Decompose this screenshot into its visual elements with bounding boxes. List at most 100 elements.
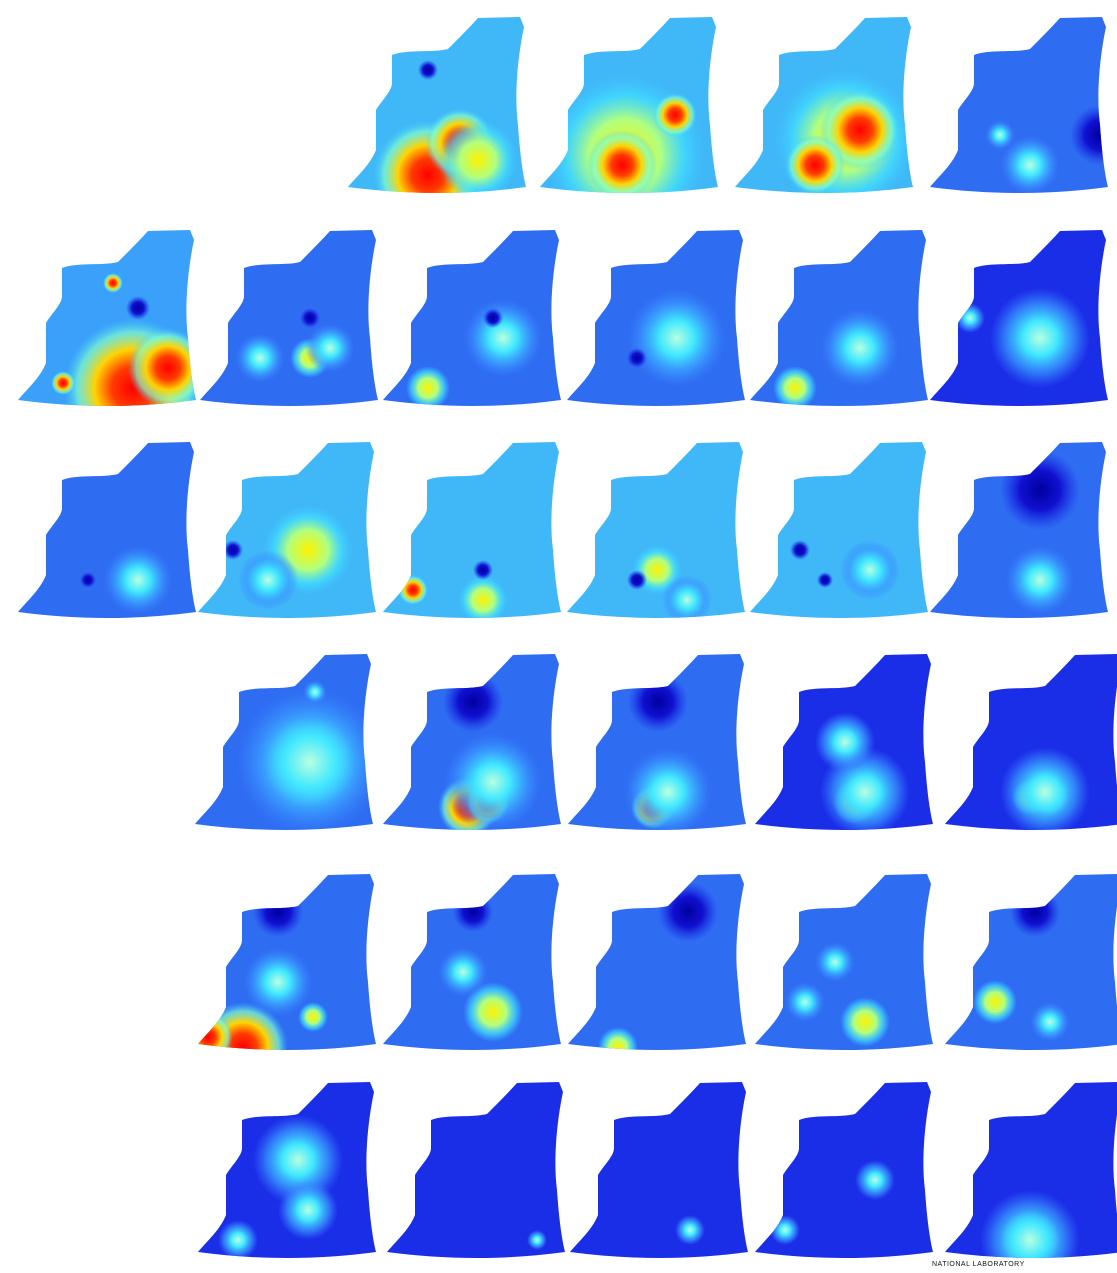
date-label: 6/20/2017	[218, 0, 272, 3]
map-fill	[750, 228, 930, 410]
map-fill	[200, 228, 380, 410]
map-blob	[418, 60, 438, 80]
map-blob	[218, 1220, 258, 1260]
map-panel	[930, 228, 1110, 410]
map-blob	[243, 947, 313, 1017]
map-fill	[755, 1080, 935, 1262]
date-label: 8/1/2017	[770, 0, 817, 3]
map-blob	[627, 570, 647, 590]
map-blob	[126, 296, 150, 320]
map-blob	[675, 1215, 705, 1245]
map-base	[570, 1080, 750, 1262]
map-blob	[790, 540, 810, 560]
map-fill	[735, 15, 915, 210]
map-fill	[383, 440, 563, 625]
map-fill	[383, 228, 563, 410]
map-blob	[840, 997, 890, 1047]
map-panel	[183, 872, 378, 1092]
map-blob	[103, 273, 123, 293]
map-panel	[567, 440, 747, 625]
map-panel	[348, 15, 528, 230]
map-grid: 7/1/20117/8/20117/15/20118/12/20116/11/2…	[0, 0, 1117, 1268]
map-panel	[735, 15, 915, 210]
map-fill	[198, 440, 378, 622]
map-blob	[527, 1230, 547, 1250]
map-blob	[103, 545, 173, 615]
map-fill	[383, 872, 563, 1054]
map-blob	[80, 572, 96, 588]
map-blob	[815, 942, 855, 982]
map-blob	[463, 298, 543, 378]
map-fill	[945, 872, 1117, 1054]
map-blob	[1000, 450, 1080, 530]
map-blob	[598, 1027, 638, 1067]
map-fill	[18, 440, 198, 622]
map-blob	[443, 672, 503, 732]
map-fill	[540, 15, 720, 235]
map-fill	[18, 228, 208, 458]
map-panel	[755, 1080, 935, 1262]
date-label: 5/14/2014	[35, 0, 89, 3]
map-blob	[303, 680, 327, 704]
map-blob	[305, 323, 355, 373]
map-panel	[18, 228, 208, 458]
map-blob	[653, 93, 697, 137]
map-panel	[945, 872, 1117, 1054]
map-blob	[627, 348, 647, 368]
map-blob	[658, 882, 718, 942]
map-blob	[1005, 545, 1075, 615]
map-panel	[200, 228, 380, 410]
map-blob	[438, 947, 488, 997]
map-blob	[278, 1180, 338, 1240]
map-fill	[945, 652, 1117, 837]
map-fill	[568, 872, 748, 1067]
map-fill	[195, 652, 385, 837]
map-blob	[973, 980, 1017, 1024]
map-blob	[855, 1160, 895, 1200]
map-fill	[567, 228, 747, 410]
map-blob	[785, 135, 845, 195]
map-blob	[955, 303, 985, 333]
map-fill	[570, 1080, 750, 1262]
map-panel	[383, 440, 563, 625]
map-panel	[750, 440, 930, 622]
date-label: 8/15/2017	[958, 0, 1012, 3]
map-blob	[473, 560, 493, 580]
map-fill	[945, 1080, 1117, 1268]
map-panel	[198, 440, 378, 622]
map-blob	[223, 540, 243, 560]
map-blob	[483, 308, 503, 328]
map-blob	[785, 982, 825, 1022]
map-blob	[628, 672, 688, 732]
map-fill	[930, 15, 1117, 197]
map-panel	[198, 1080, 378, 1262]
map-fill	[183, 872, 378, 1092]
date-label: 7/14/2017	[585, 0, 639, 3]
map-panel	[567, 228, 747, 410]
map-base	[568, 872, 748, 1054]
map-blob	[128, 328, 208, 408]
map-blob	[438, 120, 518, 200]
map-blob	[627, 288, 727, 388]
map-blob	[235, 333, 285, 383]
date-label: 7/11/2017	[405, 0, 458, 3]
map-blob	[1000, 747, 1090, 837]
map-blob	[453, 892, 493, 932]
map-panel	[945, 652, 1117, 837]
map-base	[200, 228, 380, 410]
map-blob	[815, 712, 875, 772]
map-panel	[568, 872, 748, 1067]
map-blob	[773, 366, 817, 410]
map-fill	[348, 15, 528, 230]
map-blob	[183, 1012, 233, 1062]
map-fill	[387, 1080, 567, 1262]
map-panel	[755, 652, 935, 837]
map-blob	[253, 887, 303, 937]
map-panel	[930, 440, 1110, 622]
map-fill	[755, 652, 935, 837]
map-blob	[587, 130, 657, 200]
map-blob	[990, 288, 1090, 388]
map-panel	[195, 652, 385, 837]
map-fill	[930, 440, 1110, 622]
map-blob	[51, 371, 75, 395]
